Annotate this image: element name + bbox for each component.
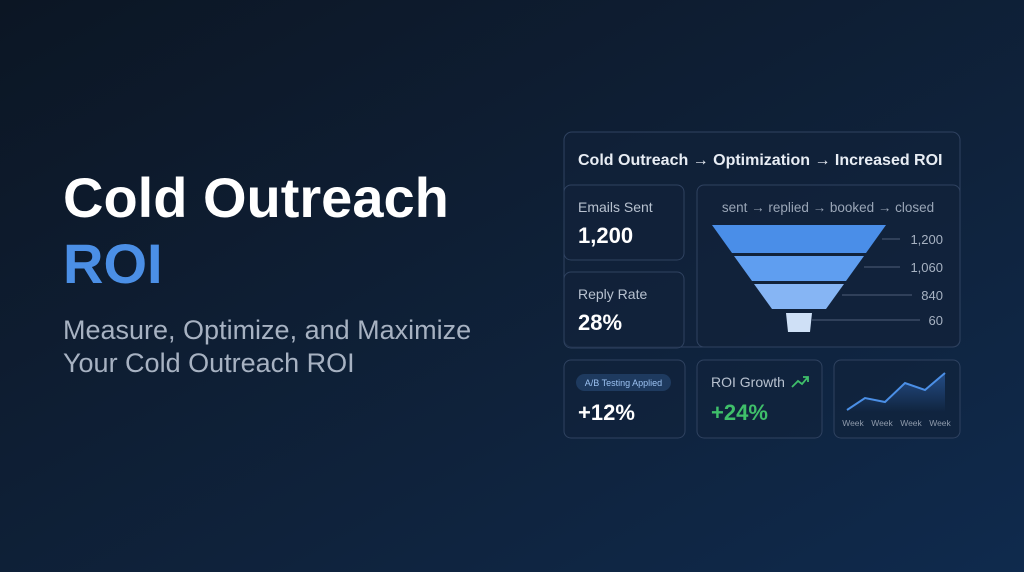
funnel-layer	[712, 225, 886, 253]
funnel-layer	[786, 313, 812, 332]
funnel-layer	[754, 284, 844, 309]
sparkline-label: Week	[842, 418, 864, 428]
funnel-level: 60	[929, 313, 943, 328]
hero-subtitle: Measure, Optimize, and Maximize	[63, 315, 471, 345]
ab-card	[563, 359, 686, 439]
trend-icon	[791, 376, 809, 388]
sparkline-label: Week	[871, 418, 893, 428]
funnel-stages: sent → replied → booked → closed	[722, 200, 934, 215]
badge	[576, 374, 671, 391]
sparkline-label: Week	[900, 418, 922, 428]
metric-value: 28%	[578, 310, 622, 335]
metric-label: Reply Rate	[578, 286, 647, 302]
badge-text: A/B Testing Applied	[585, 378, 662, 388]
hero-title-accent: ROI	[63, 232, 163, 295]
metric-card	[563, 271, 685, 349]
funnel-layer	[734, 256, 864, 281]
ab-value: +12%	[578, 400, 635, 425]
metric-value: 1,200	[578, 223, 633, 248]
metric-label: Emails Sent	[578, 199, 653, 215]
sparkline-label: Week	[929, 418, 951, 428]
sparkline	[846, 372, 946, 411]
funnel-level: 1,200	[910, 232, 943, 247]
funnel-level: 1,060	[910, 260, 943, 275]
panel-title: Cold Outreach → Optimization → Increased…	[578, 152, 943, 169]
funnel-level: 840	[921, 288, 943, 303]
hero-title: Cold Outreach	[63, 166, 449, 229]
roi-card	[696, 359, 823, 439]
hero-subtitle: Your Cold Outreach ROI	[63, 348, 355, 378]
leader-lines	[812, 238, 920, 321]
roi-label: ROI Growth	[711, 374, 785, 390]
roi-value: +24%	[711, 400, 768, 425]
metric-card	[563, 184, 685, 261]
